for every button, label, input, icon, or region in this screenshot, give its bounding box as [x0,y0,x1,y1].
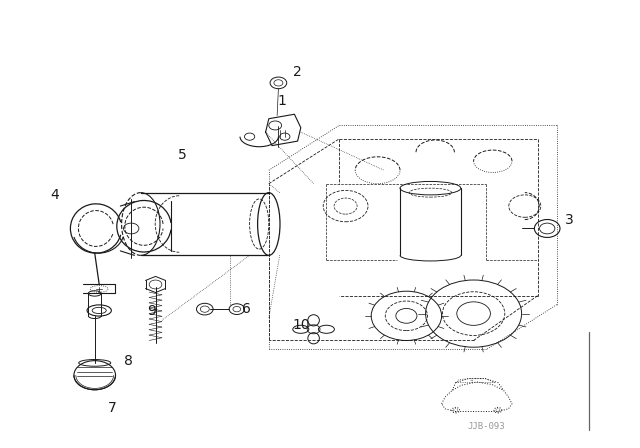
Text: 2: 2 [293,65,302,79]
Text: 1: 1 [277,94,286,108]
Text: 8: 8 [124,353,132,368]
Text: 4: 4 [50,188,59,202]
Text: JJB-093: JJB-093 [468,422,505,431]
Text: 5: 5 [178,147,187,162]
Text: 7: 7 [108,401,116,415]
Text: 6: 6 [242,302,251,316]
Text: 3: 3 [565,212,574,227]
Text: 10: 10 [292,318,310,332]
Text: 9: 9 [147,304,156,319]
